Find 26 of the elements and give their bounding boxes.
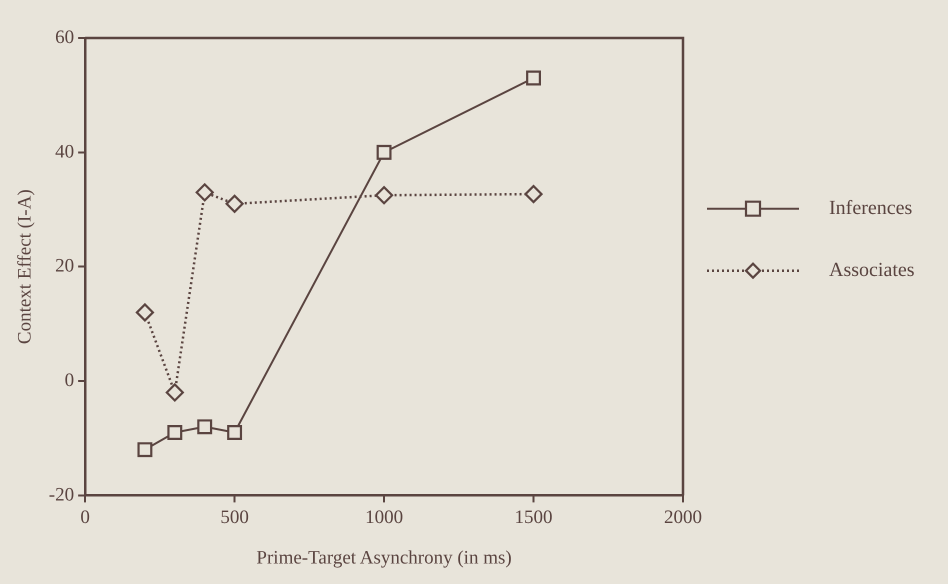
y-tick-label: 0 xyxy=(64,370,74,392)
y-axis-title: Context Effect (I-A) xyxy=(14,189,36,344)
x-axis-title: Prime-Target Asynchrony (in ms) xyxy=(256,548,512,569)
y-tick-label: 60 xyxy=(55,26,74,48)
x-tick-label: 1000 xyxy=(365,506,404,528)
x-tick-label: 0 xyxy=(80,506,90,528)
legend-label: Associates xyxy=(829,258,915,281)
x-tick-label: 1500 xyxy=(514,506,553,528)
point xyxy=(376,144,392,160)
point xyxy=(526,70,541,86)
point xyxy=(136,303,154,322)
point xyxy=(374,186,394,204)
y-tick-label: 40 xyxy=(55,141,74,162)
point xyxy=(227,425,242,440)
x-tick-label: 500 xyxy=(220,506,249,528)
point xyxy=(166,383,184,402)
y-tick-label: 20 xyxy=(55,256,74,277)
point xyxy=(196,183,214,202)
x-tick-label: 2000 xyxy=(664,506,702,528)
point xyxy=(167,425,182,440)
point xyxy=(225,194,244,213)
legend-label: Inferences xyxy=(829,196,912,219)
point xyxy=(137,442,152,458)
point xyxy=(524,184,543,204)
y-tick-label: -20 xyxy=(48,484,74,506)
point xyxy=(197,419,212,434)
